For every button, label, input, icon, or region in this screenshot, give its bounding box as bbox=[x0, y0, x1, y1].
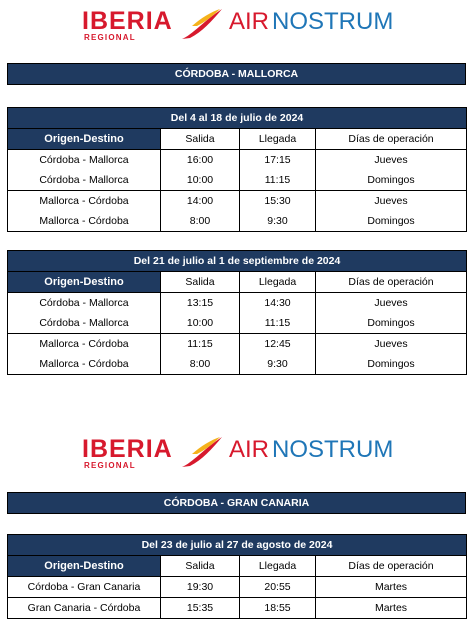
header-operating-days: Días de operación bbox=[314, 128, 467, 150]
schedule-table-3: Del 23 de julio al 27 de agosto de 2024 … bbox=[7, 534, 468, 619]
period-title: Del 21 de julio al 1 de septiembre de 20… bbox=[7, 250, 467, 272]
iberia-airnostrum-logo: IBERIA REGIONAL AIR NOSTRUM bbox=[82, 7, 393, 42]
cell-arrival: 12:45 bbox=[239, 333, 316, 354]
brand-iberia: IBERIA bbox=[82, 7, 173, 35]
cell-departure: 10:00 bbox=[160, 170, 240, 191]
cell-days: Domingos bbox=[314, 170, 467, 191]
table-row: Gran Canaria - Córdoba 15:35 18:55 Marte… bbox=[8, 597, 467, 619]
cell-departure: 8:00 bbox=[160, 354, 240, 375]
period-title: Del 4 al 18 de julio de 2024 bbox=[7, 107, 467, 129]
header-origin-destination: Origen-Destino bbox=[7, 555, 161, 577]
period-title: Del 23 de julio al 27 de agosto de 2024 bbox=[7, 534, 467, 556]
iberia-wing-icon bbox=[182, 9, 222, 39]
brand-air: AIR bbox=[229, 8, 269, 35]
cell-route: Córdoba - Mallorca bbox=[39, 297, 129, 309]
brand-nostrum: NOSTRUM bbox=[272, 8, 393, 35]
table-row: Córdoba - Mallorca 10:00 11:15 Domingos bbox=[7, 313, 467, 334]
cell-arrival: 11:15 bbox=[239, 170, 316, 191]
header-departure: Salida bbox=[160, 271, 240, 293]
header-departure: Salida bbox=[160, 128, 240, 150]
cell-route: Mallorca - Córdoba bbox=[39, 338, 129, 350]
table-row: Mallorca - Córdoba 11:15 12:45 Jueves bbox=[8, 333, 467, 354]
cell-arrival: 14:30 bbox=[239, 292, 316, 313]
cell-arrival: 9:30 bbox=[239, 354, 316, 375]
cell-departure: 16:00 bbox=[160, 149, 240, 170]
iberia-wing-icon bbox=[182, 437, 222, 467]
cell-arrival: 15:30 bbox=[239, 190, 316, 211]
schedule-table-2: Del 21 de julio al 1 de septiembre de 20… bbox=[7, 250, 468, 375]
cell-days: Jueves bbox=[314, 190, 467, 211]
route-title-cordoba-gran-canaria: CÓRDOBA - GRAN CANARIA bbox=[7, 492, 466, 514]
header-operating-days: Días de operación bbox=[314, 271, 467, 293]
route-title-cordoba-mallorca: CÓRDOBA - MALLORCA bbox=[7, 63, 466, 85]
table-row: Mallorca - Córdoba 8:00 9:30 Domingos bbox=[8, 211, 467, 232]
header-operating-days: Días de operación bbox=[314, 555, 467, 577]
logo-header-1: IBERIA REGIONAL AIR NOSTRUM bbox=[0, 2, 472, 46]
table-row: Córdoba - Mallorca 13:15 14:30 Jueves bbox=[8, 292, 467, 313]
header-departure: Salida bbox=[160, 555, 240, 577]
cell-arrival: 17:15 bbox=[239, 149, 316, 170]
table-row: Mallorca - Córdoba 8:00 9:30 Domingos bbox=[8, 354, 467, 375]
header-arrival: Llegada bbox=[239, 555, 316, 577]
cell-days: Martes bbox=[314, 597, 467, 619]
cell-route: Gran Canaria - Córdoba bbox=[27, 602, 141, 614]
cell-days: Domingos bbox=[314, 211, 467, 232]
cell-route: Córdoba - Gran Canaria bbox=[7, 576, 161, 598]
cell-days: Jueves bbox=[314, 292, 467, 313]
cell-departure: 13:15 bbox=[160, 292, 240, 313]
brand-air: AIR bbox=[229, 436, 269, 463]
brand-regional: REGIONAL bbox=[84, 461, 136, 470]
cell-arrival: 11:15 bbox=[239, 313, 316, 334]
cell-route: Córdoba - Mallorca bbox=[7, 170, 161, 191]
cell-days: Martes bbox=[314, 576, 467, 598]
table-row: Córdoba - Mallorca 10:00 11:15 Domingos bbox=[7, 170, 467, 191]
schedule-table-1: Del 4 al 18 de julio de 2024 Origen-Dest… bbox=[7, 107, 468, 232]
logo-header-2: IBERIA REGIONAL AIR NOSTRUM bbox=[0, 430, 472, 474]
cell-days: Jueves bbox=[314, 149, 467, 170]
brand-nostrum: NOSTRUM bbox=[272, 436, 393, 463]
cell-route: Córdoba - Mallorca bbox=[39, 154, 129, 166]
cell-arrival: 18:55 bbox=[239, 597, 316, 619]
cell-departure: 15:35 bbox=[160, 597, 240, 619]
table-row: Córdoba - Mallorca 16:00 17:15 Jueves bbox=[8, 149, 467, 170]
brand-regional: REGIONAL bbox=[84, 33, 136, 42]
cell-departure: 14:00 bbox=[160, 190, 240, 211]
cell-days: Domingos bbox=[314, 354, 467, 375]
cell-departure: 10:00 bbox=[160, 313, 240, 334]
cell-route: Mallorca - Córdoba bbox=[39, 195, 129, 207]
header-arrival: Llegada bbox=[239, 271, 316, 293]
cell-departure: 11:15 bbox=[160, 333, 240, 354]
cell-arrival: 20:55 bbox=[239, 576, 316, 598]
cell-route: Mallorca - Córdoba bbox=[39, 215, 129, 227]
cell-route: Córdoba - Mallorca bbox=[7, 313, 161, 334]
cell-departure: 19:30 bbox=[160, 576, 240, 598]
header-origin-destination: Origen-Destino bbox=[7, 271, 161, 293]
table-row: Córdoba - Gran Canaria 19:30 20:55 Marte… bbox=[7, 576, 467, 598]
header-arrival: Llegada bbox=[239, 128, 316, 150]
cell-departure: 8:00 bbox=[160, 211, 240, 232]
cell-days: Jueves bbox=[314, 333, 467, 354]
header-origin-destination: Origen-Destino bbox=[7, 128, 161, 150]
table-row: Mallorca - Córdoba 14:00 15:30 Jueves bbox=[8, 190, 467, 211]
cell-arrival: 9:30 bbox=[239, 211, 316, 232]
brand-iberia: IBERIA bbox=[82, 435, 173, 463]
iberia-airnostrum-logo: IBERIA REGIONAL AIR NOSTRUM bbox=[82, 435, 393, 470]
cell-days: Domingos bbox=[314, 313, 467, 334]
cell-route: Mallorca - Córdoba bbox=[39, 358, 129, 370]
